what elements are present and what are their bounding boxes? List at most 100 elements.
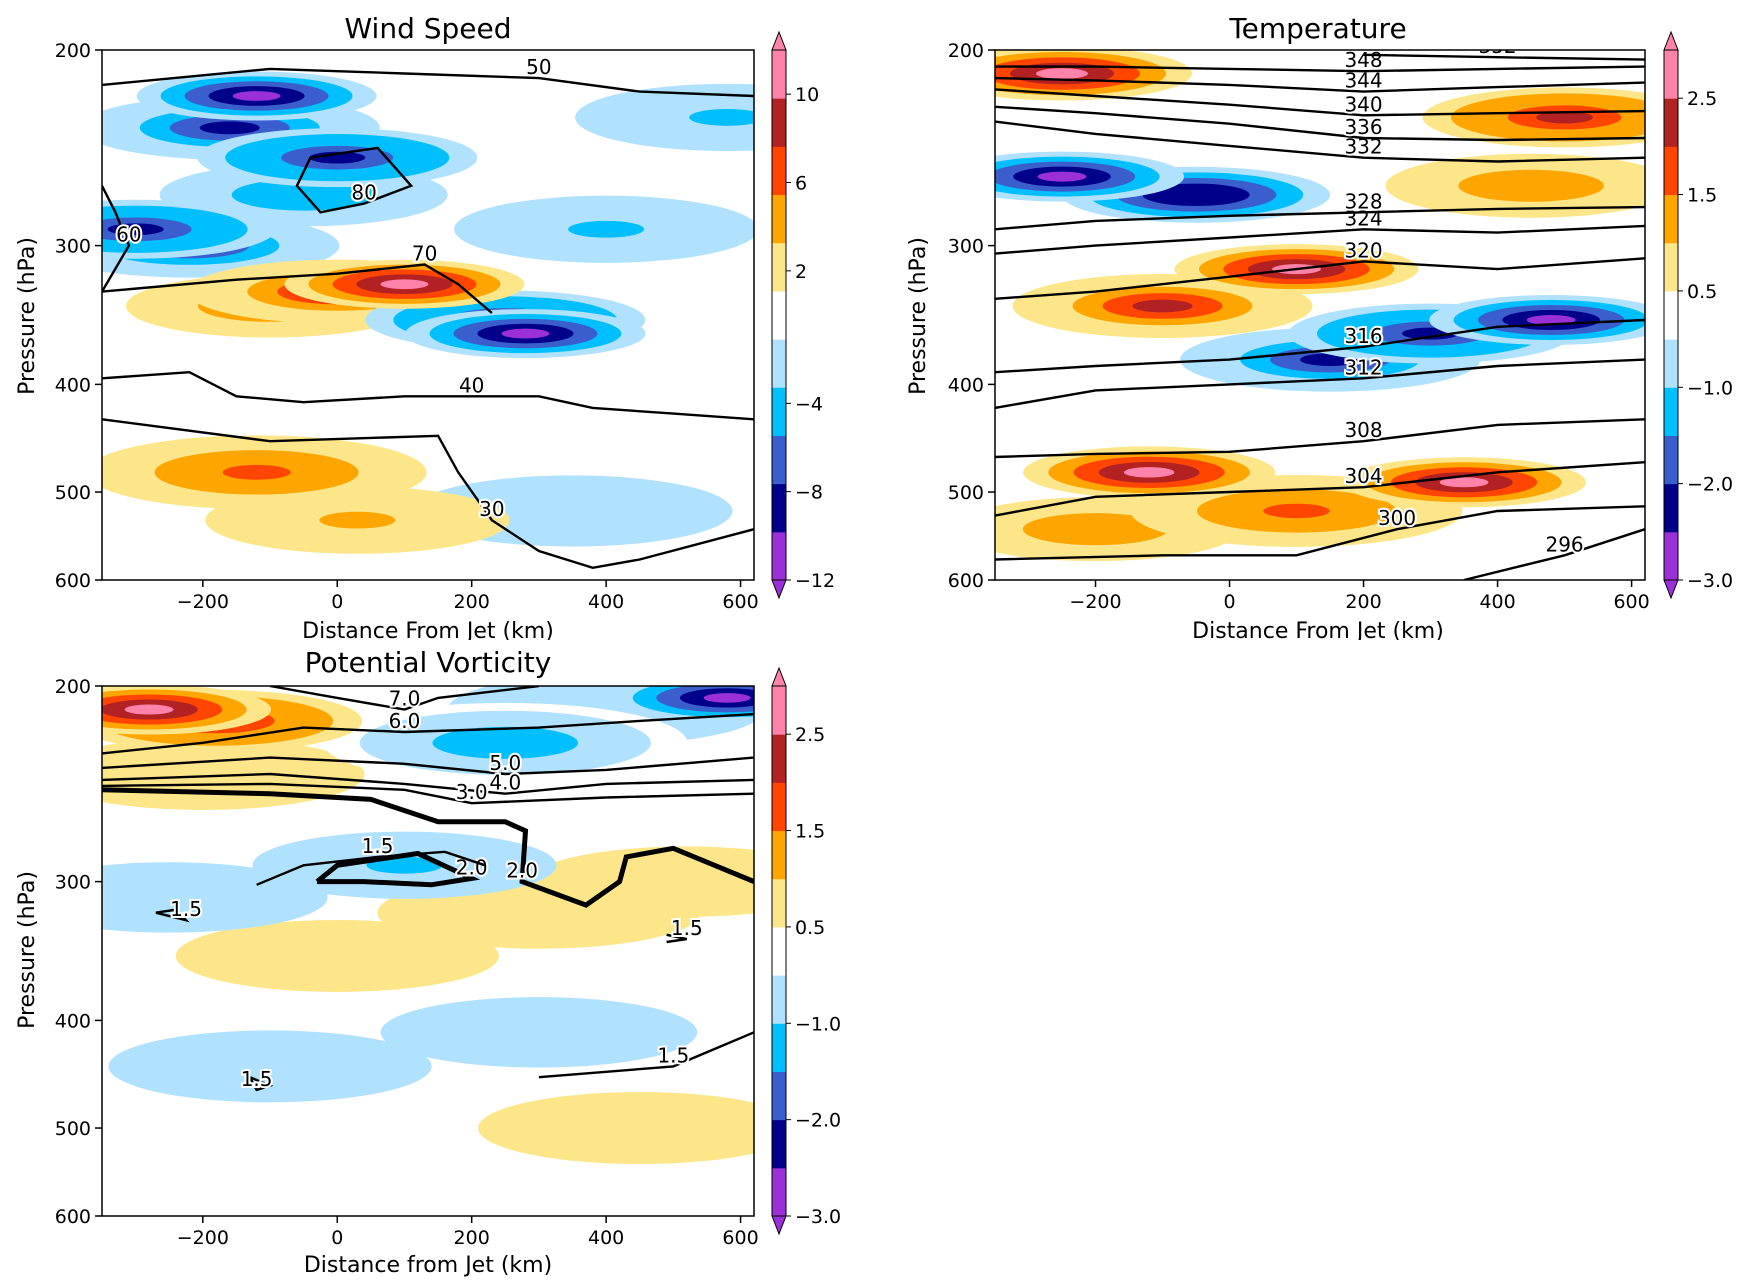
colorbar-swatch — [1664, 531, 1678, 581]
colorbar-frame — [771, 49, 787, 581]
contour-label: 312 — [1344, 355, 1382, 379]
contour-line — [248, 1076, 274, 1092]
wind-speed-panel: Wind Speed Distance From Jet (km) Pressu… — [0, 0, 870, 640]
colorbar-frame — [771, 685, 787, 1217]
x-tick-label: 600 — [722, 1227, 758, 1249]
y-tick-label: 300 — [948, 236, 984, 258]
contour-label: 4.0 — [489, 771, 521, 795]
y-tick-label: 200 — [55, 676, 91, 698]
plot-area: 7.06.0 5.04.03.0 2.0 2.0 1.5 1.5 1.5 1.5 1.5 — [102, 686, 754, 1216]
colorbar-tick-label: −3.0 — [1687, 570, 1733, 592]
contour-line — [666, 933, 688, 944]
colorbar-tick-label: 2 — [795, 261, 807, 283]
potential-vorticity-panel: Potential Vorticity Distance from Jet (k… — [0, 630, 870, 1288]
contour-label: 1.5 — [362, 834, 394, 858]
axes-frame — [101, 49, 755, 581]
contour-label: 50 — [526, 55, 551, 79]
contour-line — [995, 76, 1645, 93]
colorbar-extend-min — [771, 1215, 787, 1236]
colorbar-extend-min — [771, 579, 787, 600]
colorbar-tick-label: 0.5 — [795, 917, 825, 939]
shaded-anomaly — [499, 1023, 579, 1042]
x-tick-label: −200 — [177, 1227, 229, 1249]
contour-label: 1.5 — [671, 916, 703, 940]
contour-line — [102, 67, 754, 98]
axes-frame — [101, 685, 755, 1217]
contour-line — [102, 756, 754, 776]
shaded-anomaly — [380, 279, 429, 290]
y-axis-label: Pressure (hPa) — [15, 871, 40, 1029]
contour-line — [995, 358, 1645, 410]
colorbar-swatch — [1664, 98, 1678, 147]
y-tick-label: 400 — [55, 1010, 91, 1032]
colorbar-swatch — [772, 830, 786, 880]
colorbar-swatch — [772, 1167, 786, 1217]
contour-line — [995, 105, 1645, 142]
shaded-anomaly — [501, 328, 550, 339]
colorbar-swatch — [1664, 483, 1678, 533]
colorbar-swatch — [772, 686, 786, 735]
shaded-anomaly — [1036, 68, 1089, 79]
colorbar-frame — [1663, 49, 1679, 581]
colorbar-swatch — [1664, 50, 1678, 99]
contour-label: 300 — [1378, 506, 1416, 530]
colorbar-swatch — [772, 194, 786, 244]
shaded-anomaly — [498, 903, 580, 922]
shaded-anomaly — [124, 704, 174, 715]
x-tick-label: 200 — [454, 591, 490, 613]
y-tick-label: 300 — [55, 872, 91, 894]
colorbar-swatch — [1664, 387, 1678, 436]
contour-line — [995, 318, 1645, 374]
contour-line — [102, 712, 754, 755]
contour-line — [995, 205, 1645, 231]
colorbar-swatch — [772, 1119, 786, 1169]
chart-title: Wind Speed — [344, 12, 511, 45]
contour-line — [995, 224, 1645, 255]
shaded-anomaly — [1526, 314, 1576, 325]
shaded-anomaly — [599, 1119, 681, 1138]
colorbar-tick-label: −1.0 — [1687, 377, 1733, 399]
contour-label: 40 — [459, 373, 484, 397]
shaded-anomaly — [568, 220, 645, 238]
shaded-anomaly — [1439, 477, 1489, 488]
contour-line — [1363, 53, 1645, 61]
contour-label: 80 — [351, 181, 376, 205]
x-tick-label: 400 — [1479, 591, 1515, 613]
potential-vorticity-chart: Potential Vorticity Distance from Jet (k… — [15, 646, 841, 1278]
x-tick-label: 0 — [1223, 591, 1235, 613]
contour-line — [102, 782, 754, 805]
colorbar-tick-label: −8 — [795, 482, 823, 504]
wind-speed-chart: Wind Speed Distance From Jet (km) Pressu… — [15, 12, 835, 640]
y-tick-label: 200 — [55, 40, 91, 62]
shaded-anomaly — [689, 109, 754, 126]
colorbar-tick-label: −1.0 — [795, 1013, 841, 1035]
contour-label: 3.0 — [456, 780, 488, 804]
plot-area: 30 40 50 60 70 80 — [102, 50, 754, 580]
x-axis-label: Distance from Jet (km) — [304, 1253, 552, 1278]
contour-label: 5.0 — [489, 751, 521, 775]
colorbar-extend-max — [1663, 30, 1679, 51]
colorbar-tick-label: 0.5 — [1687, 281, 1717, 303]
colorbar-swatch — [772, 146, 786, 196]
x-axis-label: Distance From Jet (km) — [1192, 619, 1444, 640]
y-tick-label: 600 — [55, 570, 91, 592]
colorbar-swatch — [772, 50, 786, 99]
contour-label: 296 — [1545, 532, 1583, 556]
contour-label: 2.0 — [456, 855, 488, 879]
contour-line — [315, 850, 481, 888]
colorbar-swatch — [772, 531, 786, 581]
x-tick-label: 0 — [331, 591, 343, 613]
contour-label: 1.5 — [657, 1043, 689, 1067]
x-tick-label: 600 — [722, 591, 758, 613]
shaded-anomaly — [296, 946, 378, 965]
shaded-anomaly — [199, 121, 260, 135]
colorbar-extend-max — [771, 666, 787, 687]
contour-line — [295, 146, 414, 214]
shaded-anomaly — [647, 872, 727, 891]
contour-label: 1.5 — [241, 1067, 273, 1091]
x-tick-label: 400 — [588, 1227, 624, 1249]
contour-line — [102, 787, 754, 908]
contour-label: 70 — [412, 242, 437, 266]
colorbar-swatch — [1664, 290, 1678, 340]
y-tick-label: 600 — [948, 570, 984, 592]
